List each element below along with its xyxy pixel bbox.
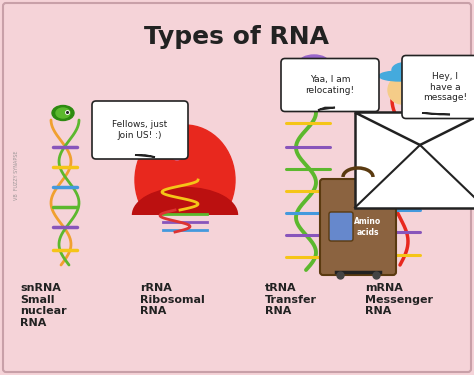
Circle shape [172, 150, 182, 160]
Ellipse shape [56, 108, 70, 118]
Text: Fellows, just
Join US! :): Fellows, just Join US! :) [112, 120, 168, 140]
Bar [355, 112, 474, 207]
Text: rRNA
Ribosomal
RNA: rRNA Ribosomal RNA [140, 283, 205, 316]
Ellipse shape [285, 64, 331, 74]
Text: Types of RNA: Types of RNA [145, 25, 329, 49]
Text: Yaa, I am
relocating!: Yaa, I am relocating! [305, 75, 355, 95]
Ellipse shape [379, 71, 421, 81]
Text: snRNA
Small
nuclear
RNA: snRNA Small nuclear RNA [20, 283, 67, 328]
FancyBboxPatch shape [402, 56, 474, 118]
Text: tRNA
Transfer
RNA: tRNA Transfer RNA [265, 283, 317, 316]
Ellipse shape [135, 125, 235, 235]
FancyBboxPatch shape [329, 212, 353, 241]
Circle shape [388, 76, 416, 104]
Text: Amino
acids: Amino acids [355, 217, 382, 237]
Polygon shape [135, 155, 155, 157]
Ellipse shape [299, 55, 329, 71]
Text: Hey, I
have a
message!: Hey, I have a message! [423, 72, 467, 102]
Polygon shape [318, 108, 335, 110]
FancyBboxPatch shape [281, 58, 379, 111]
Polygon shape [422, 113, 450, 114]
FancyBboxPatch shape [3, 3, 471, 372]
Ellipse shape [52, 105, 74, 120]
Text: VB  FUZZY SYNAPSE: VB FUZZY SYNAPSE [13, 150, 18, 200]
Ellipse shape [133, 188, 237, 243]
Polygon shape [355, 112, 474, 145]
Circle shape [296, 69, 324, 97]
Text: mRNA
Messenger
RNA: mRNA Messenger RNA [365, 283, 433, 316]
FancyBboxPatch shape [320, 179, 396, 275]
FancyBboxPatch shape [130, 215, 240, 275]
Ellipse shape [392, 63, 420, 78]
FancyBboxPatch shape [92, 101, 188, 159]
